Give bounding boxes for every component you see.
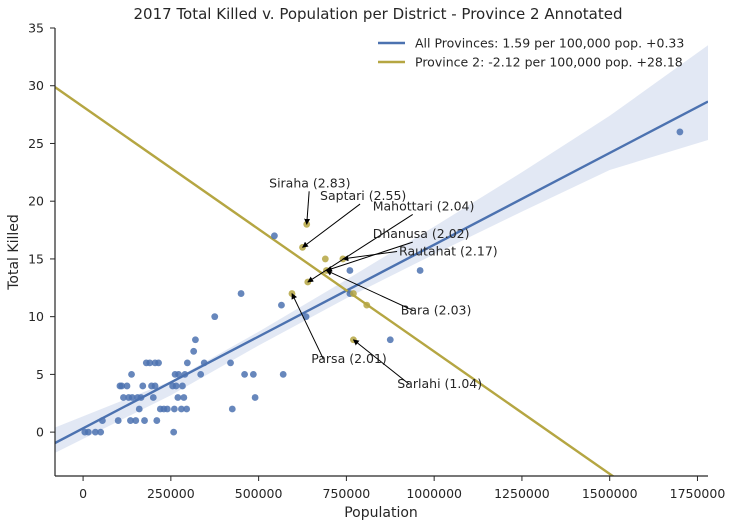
all-provinces-point — [163, 405, 171, 413]
annotation-label: Rautahat (2.17) — [399, 243, 498, 258]
all-provinces-point — [127, 417, 134, 424]
all-provinces-point — [183, 359, 191, 367]
y-tick-label: 0 — [36, 425, 44, 440]
all-provinces-point — [172, 382, 180, 390]
all-provinces-point — [386, 336, 394, 344]
annotation-arrow — [304, 191, 311, 225]
plot-area: Siraha (2.83)Saptari (2.55)Mahottari (2.… — [55, 45, 708, 476]
all-provinces-point — [174, 394, 182, 401]
all-provinces-point — [155, 359, 162, 367]
y-axis-title: Total Killed — [6, 214, 22, 291]
x-tick-label: 500000 — [235, 486, 283, 501]
legend-label-all-provinces: All Provinces: 1.59 per 100,000 pop. +0.… — [415, 36, 684, 51]
all-provinces-point — [141, 417, 148, 424]
x-tick-label: 1000000 — [406, 486, 462, 501]
all-provinces-point — [251, 394, 259, 401]
chart-title: 2017 Total Killed v. Population per Dist… — [134, 5, 623, 23]
y-tick-label: 25 — [28, 136, 44, 151]
all-provinces-point — [346, 267, 354, 274]
all-provinces-regression-line — [55, 100, 708, 445]
confidence-band — [55, 45, 708, 453]
x-tick-label: 1250000 — [494, 486, 550, 501]
annotation-arrow — [302, 203, 361, 248]
all-provinces-point — [237, 290, 245, 297]
province-2-regression-line — [55, 86, 615, 476]
annotation-label: Parsa (2.01) — [311, 351, 387, 366]
all-provinces-point — [153, 417, 161, 424]
y-tick-label: 30 — [28, 78, 44, 93]
x-tick-label: 0 — [79, 486, 87, 501]
all-provinces-point — [139, 382, 147, 390]
all-provinces-point — [241, 370, 248, 378]
all-provinces-point — [249, 370, 257, 378]
all-provinces-point — [120, 394, 127, 401]
legend: All Provinces: 1.59 per 100,000 pop. +0.… — [378, 36, 684, 70]
all-provinces-point — [676, 128, 684, 136]
all-provinces-point — [128, 394, 136, 401]
province-2-point — [363, 301, 371, 309]
all-provinces-point — [123, 382, 131, 390]
x-tick-label: 750000 — [323, 486, 371, 501]
annotation-arrow — [352, 339, 410, 385]
annotation-label: Bara (2.03) — [401, 302, 472, 317]
all-provinces-point — [190, 347, 198, 355]
all-provinces-point — [149, 394, 157, 401]
all-provinces-point — [416, 267, 424, 274]
annotation-label: Saptari (2.55) — [320, 188, 406, 203]
all-provinces-point — [132, 417, 140, 424]
x-tick-label: 250000 — [147, 486, 195, 501]
all-provinces-point — [227, 359, 234, 367]
all-provinces-point — [98, 417, 106, 424]
annotation-arrow — [342, 250, 398, 262]
x-tick-label: 1500000 — [582, 486, 638, 501]
y-tick-label: 5 — [36, 367, 44, 382]
annotation-label: Sarlahi (1.04) — [397, 376, 482, 391]
x-axis: 0 250000 500000 750000 1000000 1250000 1500000… — [55, 475, 726, 501]
annotation-label: Dhanusa (2.02) — [373, 226, 470, 241]
all-provinces-point — [135, 405, 143, 413]
all-provinces-point — [170, 428, 178, 436]
y-tick-label: 10 — [28, 309, 44, 324]
all-provinces-point — [137, 394, 145, 401]
all-provinces-point — [84, 428, 92, 436]
x-axis-title: Population — [344, 505, 418, 521]
all-provinces-point — [114, 417, 122, 424]
all-provinces-point — [151, 382, 159, 390]
annotation-arrow — [307, 214, 413, 283]
all-provinces-point — [180, 394, 188, 401]
all-provinces-point — [146, 359, 154, 367]
all-provinces-point — [128, 370, 135, 378]
all-provinces-point — [181, 370, 189, 378]
y-tick-label: 35 — [28, 21, 44, 36]
province-2-point — [321, 255, 329, 263]
annotation-label: Siraha (2.83) — [269, 175, 350, 190]
y-tick-label: 20 — [28, 194, 44, 209]
all-provinces-point — [183, 405, 191, 413]
annotation-label: Mahottari (2.04) — [373, 198, 475, 213]
y-tick-label: 15 — [28, 251, 44, 266]
all-provinces-point — [177, 405, 185, 413]
all-provinces-point — [197, 370, 205, 378]
y-axis: 0 5 10 15 20 25 30 35 — [28, 21, 56, 476]
all-provinces-point — [97, 428, 105, 436]
all-provinces-point — [118, 382, 126, 390]
all-provinces-point — [91, 428, 99, 436]
x-tick-label: 1750000 — [670, 486, 726, 501]
all-provinces-point — [179, 382, 186, 390]
legend-label-province-2: Province 2: -2.12 per 100,000 pop. +28.1… — [415, 55, 683, 70]
all-provinces-point — [279, 370, 287, 378]
all-provinces-point — [211, 313, 219, 321]
province-2-point — [350, 290, 357, 297]
annotation-arrow — [325, 241, 413, 272]
all-provinces-point — [170, 405, 178, 413]
all-provinces-point — [200, 359, 208, 367]
all-provinces-point — [271, 232, 278, 240]
all-provinces-point — [278, 301, 285, 309]
all-provinces-point — [228, 405, 236, 413]
all-provinces-point — [175, 370, 182, 378]
all-provinces-point — [192, 336, 199, 344]
annotation-arrow — [325, 270, 414, 311]
annotation-arrow — [291, 293, 324, 360]
